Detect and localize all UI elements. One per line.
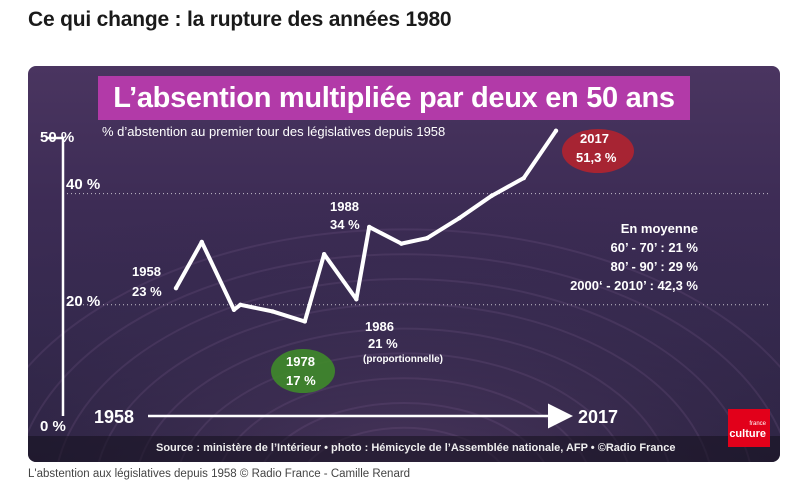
annotation-1958-value: 23 % [132,284,162,299]
source-bar [28,436,780,462]
averages-line-2: 80’ - 90’ : 29 % [611,259,699,274]
annotation-2017-value: 51,3 % [576,150,617,165]
data-point-1988 [367,224,372,230]
averages-heading: En moyenne [621,221,698,236]
hemicycle-arc [97,302,711,462]
grid-lines [63,193,768,306]
data-point-2017 [553,128,559,133]
annotation-1978-year: 1978 [286,354,315,369]
hemicycle-arc [179,352,629,462]
source-text: Source : ministère de l’Intérieur • phot… [156,442,676,454]
annotation-1978-value: 17 % [286,373,316,388]
highlight-2017 [562,129,634,173]
france-culture-logo: france culture [728,409,770,447]
data-point-2007 [489,193,494,199]
data-point-1958 [173,285,179,291]
highlight-1978 [271,349,335,393]
data-point-2002 [457,215,462,221]
averages-line-3: 2000‘ - 2010’ : 42,3 % [570,278,698,293]
page-heading: Ce qui change : la rupture des années 19… [28,8,452,31]
x-end-label: 2017 [578,407,618,427]
annotation-1986-year: 1986 [365,319,394,334]
chart-svg: 50 % 40 % 20 % 0 % 1958 2017 % d’abstent… [28,66,780,462]
chart-subtitle: % d’abstention au premier tour des légis… [102,124,445,139]
data-point-1978 [302,319,308,324]
logo-small-text: france [749,421,766,427]
annotation-1986-value: 21 % [368,336,398,351]
chart-figure: 50 % 40 % 20 % 0 % 1958 2017 % d’abstent… [28,66,780,462]
hemicycle-backdrop [28,66,780,462]
chart-title: L’absention multipliée par deux en 50 an… [98,76,690,120]
data-point-1986 [354,297,359,302]
hemicycle-arc [307,426,501,462]
data-point-1968 [238,302,243,307]
data-point-1967 [231,307,237,313]
hemicycle-arc [28,253,780,435]
data-point-1997 [424,235,430,241]
y-tick-0: 0 % [40,418,66,435]
data-point-1993 [399,241,404,246]
logo-main-text: culture [729,428,766,440]
hemicycle-arc [138,327,670,462]
y-tick-20: 20 % [66,293,100,310]
figure-caption: L'abstention aux législatives depuis 195… [28,468,411,480]
data-point-1981 [321,252,327,257]
averages-line-1: 60’ - 70’ : 21 % [611,240,699,255]
hemicycle-arc [28,228,780,369]
y-tick-50: 50 % [40,129,74,146]
x-start-label: 1958 [94,407,134,427]
annotation-1986-note: (proportionnelle) [363,354,443,365]
data-point-1973 [270,309,275,314]
annotation-2017-year: 2017 [580,131,609,146]
annotation-1988-value: 34 % [330,217,360,232]
annotation-1988-year: 1988 [330,199,359,214]
y-tick-40: 40 % [66,176,100,193]
hemicycle-arc [57,278,751,462]
series-layer [173,128,559,324]
data-point-1962 [199,239,204,245]
data-point-2012 [521,175,526,181]
annotation-1958-year: 1958 [132,264,161,279]
